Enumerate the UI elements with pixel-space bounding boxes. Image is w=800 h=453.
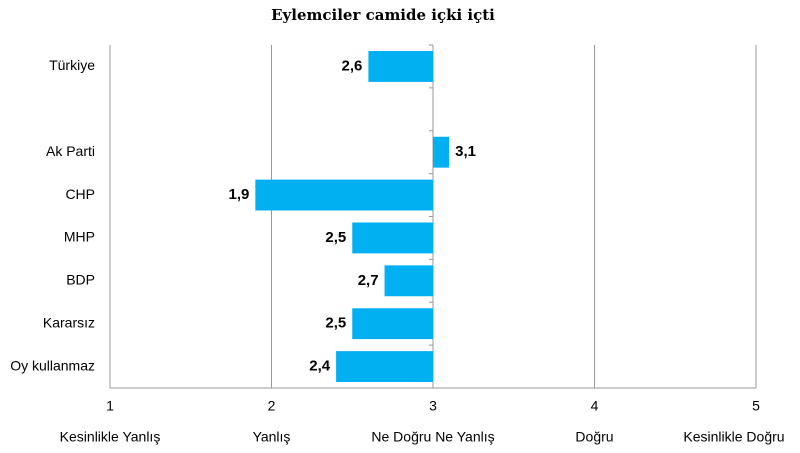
y-tick-label: Oy kullanmaz (10, 357, 95, 373)
value-label: 2,5 (325, 229, 346, 246)
value-label: 2,6 (342, 57, 363, 74)
x-tick-label: 1 (106, 398, 114, 414)
scale-label: Doğru (575, 429, 613, 445)
value-label: 3,1 (455, 143, 476, 160)
bar (352, 222, 433, 254)
x-tick-label: 5 (752, 398, 760, 414)
scale-label: Kesinlikle Yanlış (60, 429, 161, 445)
value-label: 2,4 (309, 358, 331, 375)
scale-label: Yanlış (253, 429, 291, 445)
x-tick-label: 2 (268, 398, 276, 414)
y-tick-label: Türkiye (49, 57, 95, 73)
y-tick-label: CHP (65, 186, 95, 202)
scale-label: Kesinlikle Doğru (683, 429, 784, 445)
y-tick-label: BDP (66, 272, 95, 288)
value-label: 1,9 (228, 186, 249, 203)
y-tick-label: MHP (64, 229, 95, 245)
bar (368, 51, 433, 82)
bar (336, 351, 433, 382)
chart-title: Eylemciler camide içki içti (271, 6, 495, 24)
y-tick-label: Kararsız (43, 314, 95, 330)
bar (255, 179, 433, 211)
value-label: 2,5 (325, 315, 346, 332)
bar (433, 136, 450, 168)
bar (352, 308, 433, 340)
x-tick-label: 4 (591, 398, 599, 414)
y-tick-label: Ak Parti (46, 143, 95, 159)
bar (384, 265, 433, 297)
value-label: 2,7 (358, 272, 379, 289)
x-tick-label: 3 (429, 398, 437, 414)
scale-label: Ne Doğru Ne Yanlış (371, 429, 494, 445)
